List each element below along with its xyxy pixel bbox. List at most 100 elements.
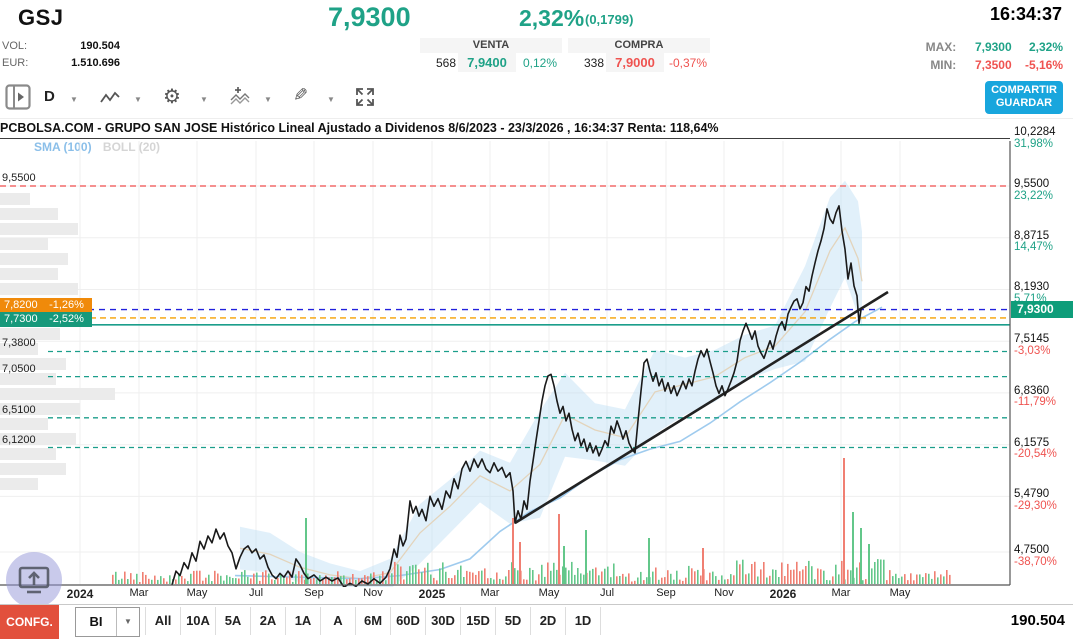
volume-bar: [217, 573, 219, 584]
volume-bar: [187, 581, 189, 584]
boll-legend[interactable]: BOLL (20): [102, 140, 161, 154]
volume-bar: [571, 561, 573, 584]
volume-bar: [892, 576, 894, 584]
chart-area[interactable]: PCBOLSA.COM - GRUPO SAN JOSE Histórico L…: [0, 118, 1073, 608]
volume-bar: [169, 575, 171, 584]
config-button[interactable]: CONFG.: [0, 605, 59, 639]
volume-bar: [874, 562, 876, 584]
volume-bar: [502, 579, 504, 584]
interval-button[interactable]: D: [44, 88, 55, 105]
change-percent: 2,32%: [519, 5, 585, 31]
draw-caret-icon[interactable]: ▼: [327, 95, 335, 104]
volume-bar: [550, 570, 552, 584]
volume-bar: [454, 575, 456, 584]
panel-toggle-icon[interactable]: [5, 84, 31, 115]
interval-caret-icon[interactable]: ▼: [70, 95, 78, 104]
range-button-10A[interactable]: 10A: [181, 607, 216, 635]
draw-pencil-icon[interactable]: ✎: [293, 85, 309, 105]
fullscreen-expand-icon[interactable]: [354, 86, 376, 113]
bid-price[interactable]: 7,9000: [606, 53, 664, 72]
volume-bar: [295, 574, 297, 584]
range-button-2D[interactable]: 2D: [531, 607, 566, 635]
chart-style-icon[interactable]: [100, 90, 120, 109]
x-axis-label: Mar: [831, 587, 851, 599]
volume-bar: [610, 577, 612, 584]
volume-bar: [391, 573, 393, 584]
volume-bar: [442, 562, 444, 584]
volume-bar: [901, 576, 903, 584]
right-axis-label: 10,2284 31,98%: [1014, 127, 1056, 150]
volume-bar: [148, 578, 150, 584]
range-button-A[interactable]: A: [321, 607, 356, 635]
volume-profile-bar: [0, 283, 78, 295]
right-axis-percent: -11,79%: [1014, 396, 1056, 409]
volume-spike-bar: [563, 546, 565, 584]
settings-gear-icon[interactable]: ⚙: [163, 86, 181, 108]
volume-bar: [142, 572, 144, 584]
volume-bar: [826, 580, 828, 584]
volume-bar: [118, 579, 120, 584]
add-indicator-icon[interactable]: [230, 86, 252, 111]
volume-profile-bar: [0, 433, 76, 445]
volume-bar: [781, 562, 783, 584]
volume-bar: [136, 573, 138, 584]
range-button-60D[interactable]: 60D: [391, 607, 426, 635]
volume-bar: [280, 574, 282, 584]
volume-bar: [742, 559, 744, 584]
share-save-button[interactable]: COMPARTIR GUARDAR: [985, 81, 1063, 114]
range-button-All[interactable]: All: [145, 607, 181, 635]
volume-bar: [646, 577, 648, 584]
volume-bar: [415, 564, 417, 584]
right-axis-label: 4,7500 -38,70%: [1014, 544, 1057, 568]
bid-header: COMPRA: [568, 38, 710, 53]
level-badge-orange[interactable]: 7,8200 -1,26%: [0, 298, 92, 312]
range-button-2A[interactable]: 2A: [251, 607, 286, 635]
volume-bar: [145, 574, 147, 584]
chart-title: PCBOLSA.COM - GRUPO SAN JOSE Histórico L…: [0, 119, 1010, 139]
x-axis-label: 2024: [66, 587, 94, 601]
ask-price[interactable]: 7,9400: [458, 53, 516, 72]
add-indicator-caret-icon[interactable]: ▼: [264, 95, 272, 104]
volume-bar: [562, 566, 564, 584]
screen-share-overlay-icon[interactable]: [6, 552, 62, 608]
volume-bar: [178, 573, 180, 584]
volume-bar: [757, 576, 759, 584]
volume-bar: [277, 578, 279, 584]
range-button-6M[interactable]: 6M: [356, 607, 391, 635]
interval-selector[interactable]: BI ▼: [75, 607, 140, 637]
volume-spike-bar: [852, 512, 854, 584]
interval-selector-caret-icon[interactable]: ▼: [116, 608, 139, 636]
volume-bar: [700, 575, 702, 584]
range-button-30D[interactable]: 30D: [426, 607, 461, 635]
range-button-1D[interactable]: 1D: [566, 607, 601, 635]
max-percent: 2,32%: [1028, 40, 1063, 54]
volume-profile-bar: [0, 388, 115, 400]
volume-bar: [325, 575, 327, 584]
volume-bar: [598, 575, 600, 584]
volume-bar: [871, 568, 873, 584]
volume-bar: [595, 567, 597, 584]
volume-spike-bar: [585, 530, 587, 584]
volume-bar: [223, 580, 225, 584]
volume-bar: [880, 559, 882, 584]
range-button-5D[interactable]: 5D: [496, 607, 531, 635]
volume-bar: [652, 571, 654, 584]
volume-bar: [769, 575, 771, 584]
price-plot[interactable]: [0, 141, 1073, 587]
sma-legend[interactable]: SMA (100): [34, 140, 92, 154]
volume-bar: [733, 575, 735, 584]
settings-caret-icon[interactable]: ▼: [200, 95, 208, 104]
volume-bar: [238, 578, 240, 584]
volume-profile-bar: [0, 478, 38, 490]
volume-bar: [904, 574, 906, 584]
volume-bar: [388, 572, 390, 584]
level-badge-green[interactable]: 7,7300 -2,52%: [0, 312, 92, 327]
left-axis-price-label: 9,5500: [2, 172, 36, 184]
range-button-1A[interactable]: 1A: [286, 607, 321, 635]
range-button-15D[interactable]: 15D: [461, 607, 496, 635]
right-axis-price: 9,5500: [1014, 178, 1050, 190]
chart-style-caret-icon[interactable]: ▼: [134, 95, 142, 104]
range-button-5A[interactable]: 5A: [216, 607, 251, 635]
volume-bar: [847, 569, 849, 584]
volume-bar: [721, 575, 723, 584]
